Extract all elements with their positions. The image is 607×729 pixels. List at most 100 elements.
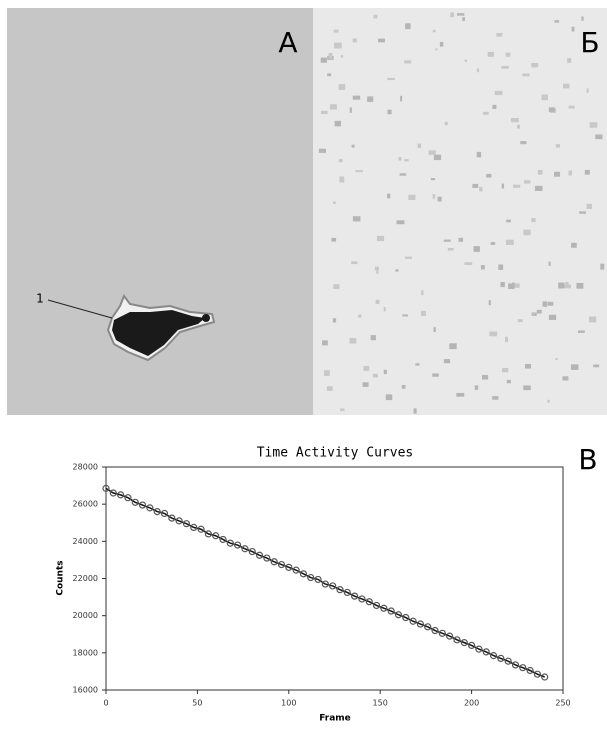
speckle bbox=[492, 396, 498, 400]
speckle bbox=[433, 30, 436, 32]
speckle bbox=[333, 284, 339, 289]
speckle bbox=[486, 174, 491, 178]
y-tick-label: 18000 bbox=[73, 648, 98, 657]
speckle bbox=[472, 184, 478, 188]
speckle bbox=[364, 366, 370, 371]
lesion-spot bbox=[202, 314, 210, 322]
speckle bbox=[399, 157, 402, 161]
speckle bbox=[353, 38, 357, 42]
speckle bbox=[556, 144, 560, 147]
speckle bbox=[434, 155, 441, 160]
speckle bbox=[371, 335, 376, 340]
speckle bbox=[363, 382, 369, 387]
speckle bbox=[377, 236, 384, 241]
speckle bbox=[517, 125, 520, 129]
speckle bbox=[376, 268, 378, 274]
speckle bbox=[555, 20, 560, 23]
speckle bbox=[329, 53, 333, 59]
speckle bbox=[506, 240, 514, 245]
speckle bbox=[327, 386, 333, 391]
speckle bbox=[404, 159, 408, 161]
speckle bbox=[483, 112, 489, 115]
speckle bbox=[505, 337, 508, 342]
speckle bbox=[444, 359, 450, 363]
speckle bbox=[322, 340, 328, 345]
speckle bbox=[515, 283, 520, 287]
speckle bbox=[549, 262, 551, 266]
speckle bbox=[378, 39, 385, 43]
speckle bbox=[523, 230, 530, 236]
speckle bbox=[373, 374, 378, 378]
speckle bbox=[341, 55, 343, 58]
speckle bbox=[538, 170, 543, 175]
speckle bbox=[593, 365, 599, 368]
y-tick-label: 22000 bbox=[73, 574, 98, 583]
y-tick-label: 26000 bbox=[73, 500, 98, 509]
speckle bbox=[548, 302, 554, 306]
speckle bbox=[567, 58, 571, 63]
speckle bbox=[569, 106, 575, 109]
speckle bbox=[457, 13, 464, 15]
speckle bbox=[374, 15, 378, 19]
speckle bbox=[330, 104, 337, 109]
speckle bbox=[477, 68, 479, 72]
speckle bbox=[404, 60, 411, 63]
speckle bbox=[339, 84, 346, 90]
speckle bbox=[321, 58, 327, 63]
speckle bbox=[549, 107, 555, 112]
speckle bbox=[405, 257, 412, 259]
speckle bbox=[350, 107, 352, 112]
speckle bbox=[331, 238, 336, 242]
speckle bbox=[462, 17, 465, 21]
speckle bbox=[421, 290, 423, 295]
speckle bbox=[585, 170, 590, 175]
speckle bbox=[352, 145, 355, 148]
x-tick-label: 250 bbox=[555, 699, 570, 708]
speckle bbox=[384, 370, 387, 374]
speckle bbox=[415, 363, 419, 365]
speckle bbox=[376, 300, 380, 304]
speckle bbox=[500, 282, 504, 287]
speckle bbox=[590, 122, 598, 127]
speckle bbox=[555, 358, 557, 360]
speckle bbox=[531, 63, 538, 67]
speckle bbox=[488, 52, 494, 57]
speckle bbox=[459, 238, 463, 242]
speckle bbox=[333, 318, 336, 322]
panel-a-image bbox=[7, 8, 313, 415]
speckle bbox=[507, 380, 511, 383]
speckle bbox=[355, 170, 363, 172]
speckle bbox=[321, 111, 328, 114]
speckle bbox=[431, 178, 435, 180]
speckle bbox=[386, 394, 392, 400]
panel-label: В bbox=[578, 443, 597, 476]
y-tick-label: 16000 bbox=[73, 686, 98, 695]
speckle bbox=[600, 264, 604, 270]
speckle bbox=[418, 144, 422, 148]
speckle bbox=[535, 186, 543, 191]
speckle bbox=[542, 94, 548, 100]
speckle bbox=[558, 283, 564, 289]
y-tick-label: 20000 bbox=[73, 611, 98, 620]
speckle bbox=[489, 331, 497, 336]
chart-title: Time Activity Curves bbox=[257, 446, 414, 461]
x-tick-label: 100 bbox=[281, 699, 296, 708]
speckle bbox=[589, 316, 596, 322]
panel-label: А bbox=[278, 26, 297, 59]
speckle bbox=[434, 327, 436, 332]
annotation: 1 bbox=[36, 292, 44, 306]
speckle bbox=[482, 375, 488, 380]
speckle bbox=[562, 376, 568, 380]
speckle bbox=[440, 42, 443, 47]
speckle bbox=[491, 242, 496, 245]
x-tick-label: 200 bbox=[464, 699, 479, 708]
speckle bbox=[477, 152, 481, 158]
speckle bbox=[571, 243, 577, 248]
speckle bbox=[498, 264, 503, 269]
speckle bbox=[334, 30, 339, 33]
trend-line bbox=[106, 488, 545, 677]
speckle bbox=[531, 218, 535, 222]
speckle bbox=[571, 364, 579, 370]
speckle bbox=[319, 149, 326, 153]
speckle bbox=[400, 173, 406, 175]
